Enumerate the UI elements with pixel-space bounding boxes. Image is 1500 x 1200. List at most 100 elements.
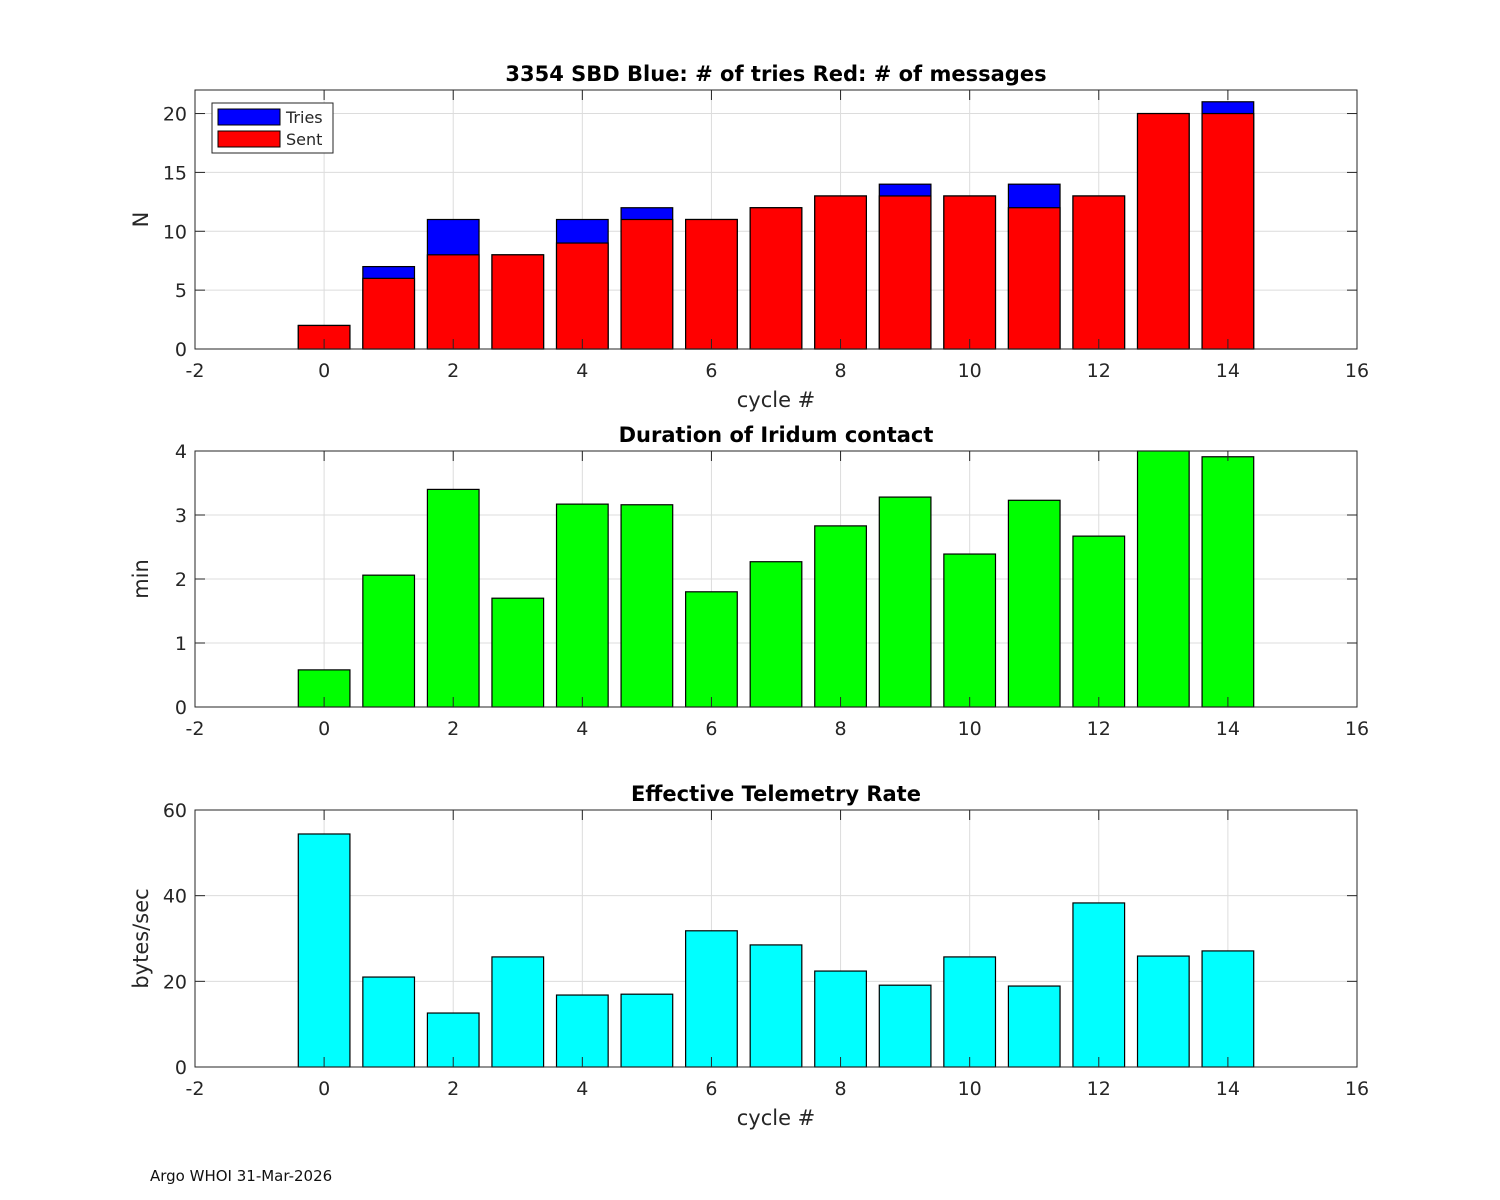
x-tick-label: 10 (958, 360, 982, 382)
y-tick-label: 2 (175, 569, 187, 591)
y-tick-label: 20 (163, 971, 187, 993)
bar-rate (814, 970, 867, 1068)
x-tick-label: 12 (1087, 1078, 1111, 1100)
x-tick-label: 8 (835, 718, 847, 740)
x-axis-label: cycle # (737, 388, 816, 412)
chart-title: Effective Telemetry Rate (631, 782, 921, 806)
x-tick-label: 16 (1345, 1078, 1369, 1100)
bar-sent (426, 254, 480, 350)
x-tick-label: 0 (318, 1078, 330, 1100)
legend-swatch-sent (217, 130, 281, 148)
x-tick-label: 2 (447, 1078, 459, 1100)
y-tick-label: 0 (175, 697, 187, 719)
bar-duration (1072, 535, 1126, 708)
bar-duration (491, 597, 545, 708)
x-tick-label: -2 (186, 718, 205, 740)
bar-rate (749, 944, 803, 1068)
bar-duration (426, 488, 480, 708)
x-tick-label: 12 (1087, 718, 1111, 740)
y-tick-label: 10 (163, 221, 187, 243)
bar-duration (685, 591, 738, 708)
x-tick-label: 6 (705, 718, 717, 740)
y-axis-label: bytes/sec (129, 888, 153, 988)
axes-box (194, 809, 1358, 1068)
bar-sent (943, 195, 997, 350)
y-tick-label: 4 (175, 441, 187, 463)
x-tick-label: 0 (318, 718, 330, 740)
bar-duration (1201, 456, 1255, 708)
bar-sent (878, 195, 932, 350)
y-tick-label: 15 (163, 162, 187, 184)
x-tick-label: -2 (186, 1078, 205, 1100)
y-tick-label: 3 (175, 505, 187, 527)
x-tick-label: 14 (1216, 360, 1240, 382)
bar-duration (1136, 450, 1190, 708)
x-tick-label: 10 (958, 718, 982, 740)
y-tick-label: 20 (163, 104, 187, 126)
x-tick-label: 14 (1216, 1078, 1240, 1100)
x-tick-label: 2 (447, 360, 459, 382)
bar-rate (297, 833, 351, 1068)
y-tick-label: 0 (175, 339, 187, 361)
bar-rate (1007, 985, 1061, 1068)
bar-rate (491, 956, 545, 1068)
bar-sent (1007, 207, 1061, 350)
x-axis-label: cycle # (737, 1106, 816, 1130)
legend-label: Sent (286, 130, 322, 149)
bar-duration (749, 561, 803, 708)
bar-sent (362, 277, 416, 350)
bar-sent (1201, 112, 1255, 350)
bar-sent (491, 254, 545, 350)
x-tick-label: 8 (835, 360, 847, 382)
y-axis-label: min (129, 559, 153, 599)
x-tick-label: 16 (1345, 718, 1369, 740)
bar-rate (1072, 902, 1126, 1068)
footer-label: Argo WHOI 31-Mar-2026 (150, 1167, 333, 1185)
legend-swatch-tries (217, 108, 281, 126)
x-tick-label: 4 (576, 718, 588, 740)
bar-duration (1007, 499, 1061, 708)
y-tick-label: 5 (175, 280, 187, 302)
y-tick-label: 0 (175, 1057, 187, 1079)
bar-rate (1136, 955, 1190, 1068)
y-tick-label: 40 (163, 886, 187, 908)
bar-rate (1201, 950, 1255, 1068)
x-tick-label: -2 (186, 360, 205, 382)
x-tick-label: 6 (705, 360, 717, 382)
bar-duration (362, 574, 416, 708)
bar-sent (685, 218, 738, 350)
y-axis-label: N (129, 212, 153, 228)
y-tick-label: 1 (175, 633, 187, 655)
bar-rate (620, 993, 674, 1068)
bar-duration (943, 553, 997, 708)
bar-sent (814, 195, 867, 350)
x-tick-label: 14 (1216, 718, 1240, 740)
x-tick-label: 4 (576, 1078, 588, 1100)
bar-duration (620, 504, 674, 708)
bar-duration (878, 496, 932, 708)
x-tick-label: 0 (318, 360, 330, 382)
x-tick-label: 2 (447, 718, 459, 740)
chart-title: Duration of Iridum contact (619, 423, 934, 447)
bar-rate (878, 984, 932, 1068)
x-tick-label: 8 (835, 1078, 847, 1100)
bar-sent (620, 218, 674, 350)
axes-box (194, 89, 1358, 350)
bar-rate (943, 956, 997, 1068)
x-tick-label: 10 (958, 1078, 982, 1100)
y-tick-label: 60 (163, 800, 187, 822)
bar-sent (1136, 112, 1190, 350)
x-tick-label: 16 (1345, 360, 1369, 382)
bar-sent (1072, 195, 1126, 350)
legend-label: Tries (285, 108, 323, 127)
x-tick-label: 4 (576, 360, 588, 382)
chart-title: 3354 SBD Blue: # of tries Red: # of mess… (505, 62, 1046, 86)
bar-rate (362, 976, 416, 1068)
bar-duration (814, 525, 867, 708)
x-tick-label: 12 (1087, 360, 1111, 382)
bar-rate (685, 930, 738, 1068)
bar-sent (749, 207, 803, 350)
bar-duration (555, 503, 609, 708)
